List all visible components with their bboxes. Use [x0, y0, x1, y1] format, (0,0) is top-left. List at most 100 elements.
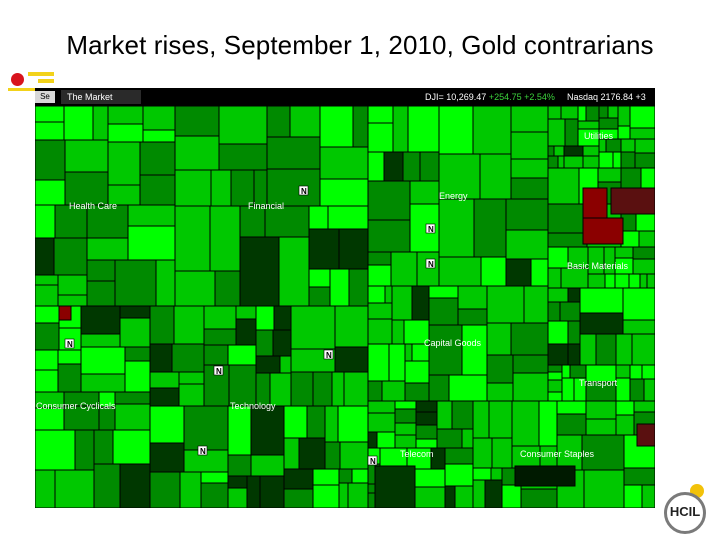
stock-cell-technology[interactable]	[306, 405, 326, 439]
stock-cell-consumer-cyclicals[interactable]	[114, 403, 151, 431]
stock-cell-financial[interactable]	[210, 169, 232, 207]
stock-cell-health-care[interactable]	[63, 106, 94, 141]
tab-the-market[interactable]: The Market	[61, 90, 141, 104]
stock-cell-technology[interactable]	[347, 482, 369, 508]
stock-cell-capital-goods[interactable]	[367, 285, 386, 304]
stock-cell-consumer-staples[interactable]	[636, 423, 655, 447]
stock-cell-transport[interactable]	[567, 343, 581, 366]
stock-cell-utilities[interactable]	[560, 106, 579, 120]
stock-cell-energy[interactable]	[367, 264, 392, 287]
stock-cell-technology[interactable]	[227, 475, 248, 489]
stock-cell-technology[interactable]	[250, 454, 285, 477]
n-badge[interactable]: N	[425, 258, 436, 269]
stock-cell-financial[interactable]	[278, 236, 310, 307]
stock-cell-energy[interactable]	[383, 151, 404, 182]
stock-cell-telecom[interactable]	[454, 485, 474, 508]
stock-cell-energy[interactable]	[438, 198, 475, 258]
stock-cell-utilities[interactable]	[547, 145, 555, 157]
stock-cell-financial[interactable]	[239, 236, 280, 307]
stock-cell-consumer-cyclicals[interactable]	[80, 333, 121, 348]
stock-cell-energy[interactable]	[438, 153, 481, 200]
stock-cell-financial[interactable]	[338, 228, 369, 270]
stock-cell-basic-materials[interactable]	[547, 246, 569, 269]
stock-cell-transport[interactable]	[567, 287, 581, 303]
stock-cell-basic-materials[interactable]	[628, 273, 641, 289]
stock-cell-transport[interactable]	[579, 333, 597, 366]
stock-cell-utilities[interactable]	[617, 125, 631, 140]
stock-cell-health-care[interactable]	[127, 204, 176, 227]
stock-cell-health-care[interactable]	[57, 274, 88, 296]
stock-cell-technology-top[interactable]	[331, 371, 345, 407]
stock-cell-financial[interactable]	[308, 286, 331, 307]
stock-cell-telecom[interactable]	[461, 428, 474, 449]
stock-cell-technology[interactable]	[283, 405, 308, 439]
stock-cell-transport[interactable]	[547, 320, 569, 345]
stock-cell-energy[interactable]	[367, 180, 411, 221]
stock-cell-telecom[interactable]	[394, 422, 417, 436]
stock-cell-transport[interactable]	[615, 377, 631, 402]
stock-cell-consumer-cyclicals[interactable]	[124, 360, 151, 393]
stock-cell-technology[interactable]	[246, 475, 261, 508]
stock-cell-consumer-cyclicals[interactable]	[80, 305, 121, 335]
stock-cell-technology-top[interactable]	[203, 344, 229, 366]
stock-cell-energy[interactable]	[510, 158, 549, 179]
stock-cell-health-care[interactable]	[107, 123, 144, 143]
stock-cell-basic-materials[interactable]	[547, 167, 580, 205]
stock-cell-transport[interactable]	[579, 312, 624, 335]
stock-cell-basic-materials[interactable]	[582, 187, 608, 219]
stock-cell-utilities[interactable]	[634, 152, 655, 169]
stock-cell-technology-top[interactable]	[343, 371, 369, 407]
stock-cell-utilities[interactable]	[620, 151, 636, 169]
stock-cell-technology-top[interactable]	[149, 305, 175, 345]
stock-cell-telecom[interactable]	[436, 428, 463, 449]
stock-cell-consumer-cyclicals[interactable]	[35, 369, 59, 393]
stock-cell-consumer-staples[interactable]	[585, 418, 617, 436]
stock-cell-consumer-cyclicals[interactable]	[35, 407, 65, 431]
stock-cell-financial[interactable]	[308, 205, 329, 230]
stock-cell-consumer-staples[interactable]	[641, 484, 655, 508]
stock-cell-health-care[interactable]	[35, 274, 59, 286]
stock-cell-health-care[interactable]	[142, 106, 176, 131]
stock-cell-technology-top[interactable]	[178, 383, 205, 407]
stock-cell-technology-top[interactable]	[279, 355, 292, 374]
stock-cell-transport[interactable]	[629, 364, 643, 380]
stock-cell-financial[interactable]	[239, 205, 266, 238]
stock-cell-technology-top[interactable]	[334, 346, 369, 373]
stock-cell-energy[interactable]	[472, 106, 512, 155]
stock-cell-technology[interactable]	[339, 441, 369, 470]
stock-cell-consumer-staples[interactable]	[583, 469, 625, 508]
stock-cell-utilities[interactable]	[577, 106, 587, 122]
stock-cell-capital-goods[interactable]	[367, 318, 393, 345]
stock-cell-technology-top[interactable]	[255, 305, 275, 331]
stock-cell-technology-top[interactable]	[312, 371, 333, 407]
stock-cell-telecom[interactable]	[415, 438, 438, 449]
stock-cell-telecom[interactable]	[415, 424, 438, 440]
stock-cell-transport[interactable]	[559, 301, 581, 322]
stock-cell-utilities[interactable]	[582, 145, 600, 157]
stock-cell-capital-goods[interactable]	[461, 324, 488, 376]
stock-cell-technology-top[interactable]	[255, 329, 274, 357]
stock-cell-technology[interactable]	[227, 487, 248, 508]
stock-cell-energy[interactable]	[407, 106, 440, 153]
stock-cell-basic-materials[interactable]	[620, 230, 640, 248]
stock-cell-capital-goods[interactable]	[367, 302, 393, 320]
stock-cell-technology-top[interactable]	[203, 328, 237, 346]
stock-cell-consumer-staples[interactable]	[520, 488, 558, 508]
stock-cell-health-care[interactable]	[92, 106, 109, 141]
stock-cell-telecom[interactable]	[376, 431, 396, 449]
stock-cell-technology-top[interactable]	[227, 344, 257, 366]
stock-cell-technology-top[interactable]	[273, 305, 292, 331]
stock-cell-technology[interactable]	[149, 471, 181, 508]
stock-cell-utilities[interactable]	[547, 106, 562, 120]
stock-cell-health-care[interactable]	[35, 237, 55, 276]
stock-cell-consumer-staples[interactable]	[490, 467, 503, 481]
stock-cell-basic-materials[interactable]	[632, 246, 655, 260]
stock-cell-utilities[interactable]	[612, 151, 622, 169]
stock-cell-utilities[interactable]	[577, 120, 600, 130]
n-badge[interactable]: N	[425, 223, 436, 234]
stock-cell-consumer-cyclicals[interactable]	[57, 349, 82, 365]
stock-cell-energy[interactable]	[438, 256, 482, 287]
stock-cell-energy[interactable]	[367, 219, 411, 253]
stock-cell-utilities[interactable]	[563, 155, 584, 169]
stock-cell-telecom[interactable]	[444, 447, 474, 465]
